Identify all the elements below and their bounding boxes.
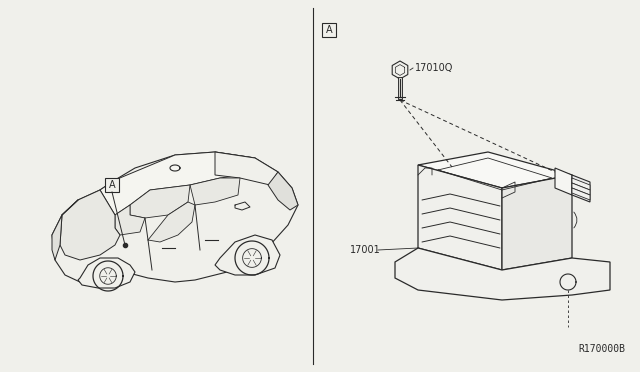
FancyBboxPatch shape [322,23,336,37]
Polygon shape [268,172,298,210]
Text: 17001: 17001 [350,245,381,255]
Text: A: A [109,180,115,190]
Polygon shape [78,258,135,288]
Polygon shape [418,165,502,270]
Polygon shape [190,178,240,205]
Polygon shape [395,248,610,300]
Polygon shape [392,61,408,79]
Polygon shape [555,168,572,195]
Polygon shape [60,190,120,260]
Polygon shape [215,152,278,185]
Polygon shape [572,188,590,200]
Polygon shape [115,205,145,235]
Polygon shape [572,178,590,190]
Polygon shape [148,202,195,242]
Polygon shape [130,185,190,218]
Polygon shape [100,152,265,215]
Polygon shape [52,215,62,260]
FancyBboxPatch shape [105,178,119,192]
Polygon shape [502,175,572,270]
Polygon shape [572,175,590,202]
Polygon shape [560,274,576,290]
Polygon shape [572,183,590,195]
Text: 17010Q: 17010Q [415,63,453,73]
Text: R170000B: R170000B [578,344,625,354]
Polygon shape [418,152,572,188]
Polygon shape [215,235,280,275]
Text: A: A [326,25,332,35]
Polygon shape [52,152,298,282]
